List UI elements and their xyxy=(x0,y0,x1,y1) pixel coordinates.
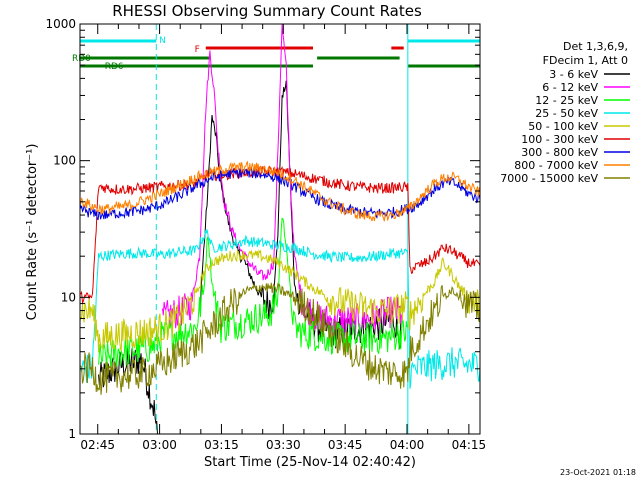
series-line xyxy=(79,229,481,389)
flag-bars: N F RD0 RD6 xyxy=(72,36,480,72)
plot-frame xyxy=(79,23,481,435)
y-tick-label: 10 xyxy=(61,290,76,304)
series-line xyxy=(79,160,481,222)
legend-label: 3 - 6 keV xyxy=(549,68,598,81)
series-line xyxy=(79,282,481,395)
flag-label-rd0: RD0 xyxy=(72,54,91,64)
axes: 1 10 100 1000 02:45 03:00 03:15 03:30 03:45 04:00… xyxy=(45,17,486,452)
x-tick-label: 04:15 xyxy=(452,438,487,452)
series-line xyxy=(98,217,408,368)
legend-label: 100 - 300 keV xyxy=(521,133,598,146)
flag-label-n: N xyxy=(159,36,166,46)
chart-title: RHESSI Observing Summary Count Rates xyxy=(112,2,422,20)
x-axis-label: Start Time (25-Nov-14 02:40:42) xyxy=(204,455,416,470)
legend-header-2: FDecim 1, Att 0 xyxy=(543,54,628,67)
legend-label: 7000 - 15000 keV xyxy=(500,172,598,185)
legend-label: 6 - 12 keV xyxy=(542,81,598,94)
y-tick-label: 100 xyxy=(53,154,76,168)
series-line xyxy=(79,249,481,353)
legend-label: 12 - 25 keV xyxy=(535,94,598,107)
x-tick-label: 02:45 xyxy=(80,438,115,452)
timestamp: 23-Oct-2021 01:18 xyxy=(560,468,636,477)
legend-label: 800 - 7000 keV xyxy=(514,159,598,172)
legend-label: 25 - 50 keV xyxy=(535,107,598,120)
x-tick-label: 04:00 xyxy=(390,438,425,452)
x-tick-label: 03:45 xyxy=(328,438,363,452)
y-tick-label: 1000 xyxy=(45,17,76,31)
series-line xyxy=(162,23,403,336)
x-tick-label: 03:15 xyxy=(204,438,239,452)
legend-header-1: Det 1,3,6,9, xyxy=(563,40,628,53)
legend-label: 300 - 800 keV xyxy=(521,146,598,159)
legend: Det 1,3,6,9, FDecim 1, Att 0 3 - 6 keV6 … xyxy=(500,40,630,185)
x-tick-label: 03:00 xyxy=(142,438,177,452)
y-axis-label: Count Rate (s⁻¹ detector⁻¹) xyxy=(25,144,40,321)
legend-label: 50 - 100 keV xyxy=(528,120,598,133)
data-series xyxy=(79,23,481,435)
x-tick-label: 03:30 xyxy=(266,438,301,452)
flag-label-rd6: RD6 xyxy=(105,62,124,72)
flag-label-f: F xyxy=(195,45,200,55)
y-tick-label: 1 xyxy=(68,427,76,441)
